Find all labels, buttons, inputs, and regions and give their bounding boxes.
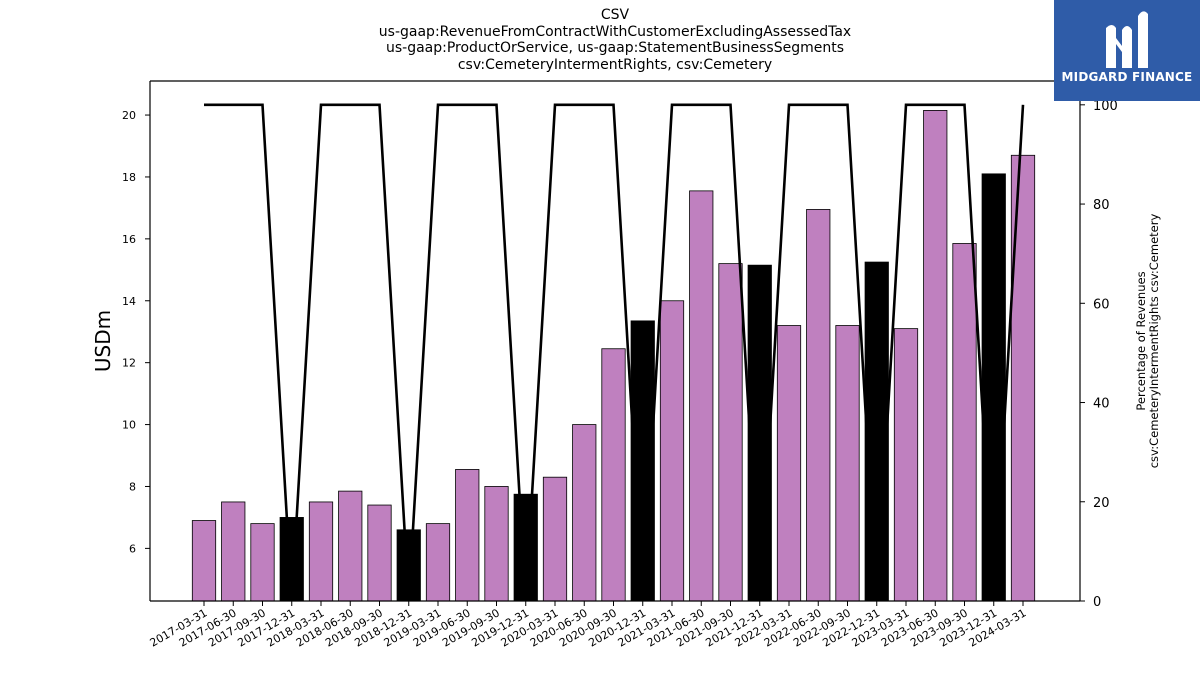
- chart-title-line-3: us-gaap:ProductOrService, us-gaap:Statem…: [385, 40, 844, 56]
- percentage-line: [204, 103, 1025, 602]
- y-tick-label: 8: [129, 480, 136, 493]
- bar-2020-06-30: [572, 424, 597, 602]
- y2-tick-label: 100: [1093, 99, 1118, 114]
- bar-2020-09-30: [601, 348, 626, 602]
- y-tick-label: 14: [122, 295, 136, 308]
- chart-title-line-4: csv:CemeteryIntermentRights, csv:Cemeter…: [457, 56, 773, 73]
- bar-2021-03-31: [659, 300, 685, 602]
- bar-2023-09-30: [952, 243, 977, 602]
- bar-2019-09-30: [484, 486, 509, 602]
- chart-title-line-2: us-gaap:RevenueFromContractWithCustomerE…: [378, 23, 852, 40]
- bar-2019-06-30: [455, 469, 480, 602]
- bar-2021-09-30: [718, 263, 743, 602]
- y2-tick-label: 20: [1093, 496, 1110, 511]
- y-tick-label: 18: [122, 171, 136, 184]
- bar-2017-03-31: [191, 520, 217, 602]
- bar-2021-12-31: [747, 264, 772, 602]
- logo-text: MIDGARD FINANCE: [1061, 70, 1193, 84]
- bar-2022-06-30: [806, 209, 831, 602]
- bar-2022-09-30: [835, 325, 860, 602]
- bar-2018-06-30: [338, 490, 363, 602]
- y2-axis-label-line-1: Percentage of Revenues: [1134, 271, 1148, 410]
- y2-tick-label: 0: [1093, 595, 1101, 610]
- y2-tick-label: 40: [1093, 397, 1110, 412]
- y-tick-label: 16: [122, 233, 136, 246]
- midgard-logo-mark-icon: [1106, 11, 1148, 68]
- y2-tick-label: 60: [1093, 297, 1110, 312]
- bar-2021-06-30: [689, 190, 714, 602]
- bar-2023-12-31: [981, 173, 1006, 602]
- company-logo: MIDGARD FINANCE: [1054, 0, 1200, 101]
- y2-tick-label: 80: [1093, 198, 1110, 213]
- chart-title: CSV us-gaap:RevenueFromContractWithCusto…: [150, 7, 1080, 73]
- bar-2020-03-31: [542, 476, 568, 602]
- bar-2023-03-31: [893, 328, 919, 602]
- bar-2023-06-30: [923, 110, 948, 602]
- y-tick-label: 20: [122, 109, 136, 122]
- y-tick-label: 10: [122, 419, 136, 432]
- y-tick-label: 12: [122, 357, 136, 370]
- chart-title-line-1: CSV: [600, 7, 630, 23]
- bar-2019-03-31: [425, 523, 451, 602]
- y-tick-label: 6: [129, 542, 136, 555]
- bar-2017-06-30: [221, 501, 246, 602]
- y2-axis-label-line-2: csv:CemeteryIntermentRights csv:Cemetery: [1147, 214, 1161, 469]
- bar-2022-12-31: [864, 261, 889, 602]
- bar-2018-03-31: [308, 501, 334, 602]
- y-axis-label: USDm: [91, 310, 115, 372]
- bar-2017-09-30: [250, 523, 275, 602]
- bar-2022-03-31: [776, 325, 802, 602]
- bar-2018-09-30: [367, 504, 392, 602]
